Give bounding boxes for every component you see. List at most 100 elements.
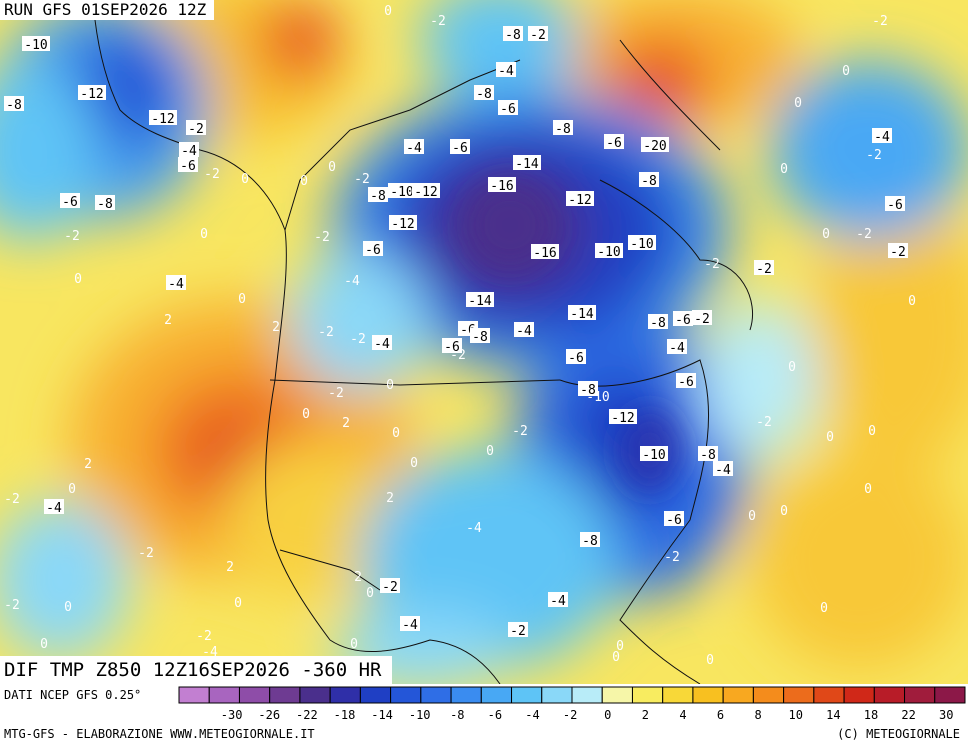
contour-label: -8 xyxy=(474,85,494,102)
contour-label-text: 0 xyxy=(826,430,834,445)
color-swatch xyxy=(480,686,513,704)
color-scale-tick-label: -4 xyxy=(525,708,539,722)
contour-label: -2 xyxy=(354,172,370,187)
contour-label-text: -4 xyxy=(374,337,390,352)
contour-label-box xyxy=(466,292,494,307)
contour-label-text: 0 xyxy=(386,378,394,393)
contour-label: 0 xyxy=(350,637,358,652)
color-scale-tick-label: 10 xyxy=(789,708,803,722)
contour-label-text: 0 xyxy=(706,653,714,668)
contour-label-box xyxy=(566,349,586,364)
contour-label: 0 xyxy=(234,596,242,611)
contour-label: 0 xyxy=(386,378,394,393)
color-scale-tick-label: -8 xyxy=(450,708,464,722)
contour-label: -8 xyxy=(648,314,668,331)
contour-label-text: 2 xyxy=(342,416,350,431)
contour-label: -4 xyxy=(44,499,64,516)
color-swatch xyxy=(873,686,906,704)
color-scale-tick-label: 6 xyxy=(717,708,724,722)
color-swatch xyxy=(329,686,361,704)
contour-label-text: -16 xyxy=(490,179,513,194)
contour-label-text: -2 xyxy=(530,28,546,43)
contour-label-text: 0 xyxy=(868,424,876,439)
contour-label-box xyxy=(178,157,198,172)
color-swatch xyxy=(722,686,754,704)
contour-label-box xyxy=(503,26,523,41)
contour-label: -6 xyxy=(676,373,696,390)
contour-label: -10 xyxy=(640,446,668,463)
contour-label-text: -6 xyxy=(365,243,381,258)
contour-label: 0 xyxy=(820,601,828,616)
contour-label: 0 xyxy=(826,430,834,445)
contour-label-text: 2 xyxy=(84,457,92,472)
contour-label: -6 xyxy=(604,134,624,151)
contour-label-text: 0 xyxy=(328,160,336,175)
contour-label-box xyxy=(388,183,416,198)
color-scale-tick-label: -30 xyxy=(221,708,243,722)
contour-label-text: -2 xyxy=(138,546,154,561)
contour-label-box xyxy=(667,339,687,354)
contour-label-text: 0 xyxy=(486,444,494,459)
contour-label-text: 0 xyxy=(40,637,48,652)
contour-label-text: 0 xyxy=(748,509,756,524)
contour-label: -4 xyxy=(514,322,534,339)
contour-label-box xyxy=(580,532,600,547)
contour-label-box xyxy=(609,409,637,424)
contour-label: -8 xyxy=(580,532,600,549)
contour-label-text: -4 xyxy=(715,463,731,478)
run-info-label: RUN GFS 01SEP2026 12Z xyxy=(0,0,215,20)
contour-label: -2 xyxy=(328,386,344,401)
contour-label-text: -8 xyxy=(650,316,666,331)
contour-label: -2 xyxy=(204,167,220,182)
contour-label: -8 xyxy=(4,96,24,113)
contour-label-box xyxy=(692,310,712,325)
contour-label-box xyxy=(95,195,115,210)
contour-label-text: -2 xyxy=(4,492,20,507)
contour-label-text: -2 xyxy=(704,257,720,272)
contour-label-text: 0 xyxy=(300,174,308,189)
contour-label-text: 0 xyxy=(780,162,788,177)
contour-label-text: -2 xyxy=(512,424,528,439)
contour-label-text: -4 xyxy=(516,324,532,339)
contour-label-box xyxy=(664,511,684,526)
contour-label: 2 xyxy=(386,491,394,506)
contour-label-box xyxy=(639,172,659,187)
contour-label: -2 xyxy=(856,227,872,242)
contour-label-text: -6 xyxy=(444,340,460,355)
contour-label-text: -12 xyxy=(414,185,437,200)
contour-label: -12 xyxy=(412,183,440,200)
contour-label: -16 xyxy=(488,177,516,194)
contour-label-text: 2 xyxy=(226,560,234,575)
color-swatch xyxy=(178,686,210,704)
contour-label-text: -6 xyxy=(606,136,622,151)
contour-label-box xyxy=(368,187,388,202)
contour-label: -12 xyxy=(78,85,106,102)
contour-label: -16 xyxy=(531,244,559,261)
contour-label: 0 xyxy=(40,637,48,652)
contour-label: -4 xyxy=(667,339,687,356)
contour-label: -6 xyxy=(498,100,518,117)
contour-label: -2 xyxy=(512,424,528,439)
contour-label: -10 xyxy=(388,183,416,200)
color-swatch xyxy=(359,686,392,704)
color-swatch xyxy=(450,686,482,704)
contour-label: -2 xyxy=(692,310,712,327)
contour-label-box xyxy=(754,260,774,275)
contour-label-box xyxy=(872,128,892,143)
contour-label-text: 0 xyxy=(794,96,802,111)
color-swatch xyxy=(541,686,573,704)
contour-label-box xyxy=(508,622,528,637)
contour-label-text: -6 xyxy=(666,513,682,528)
contour-label-box xyxy=(548,592,568,607)
contour-label: 0 xyxy=(392,426,400,441)
contour-label-text: 0 xyxy=(241,172,249,187)
contour-label: -2 xyxy=(888,243,908,260)
contour-label: -4 xyxy=(400,616,420,633)
contour-label-text: -4 xyxy=(874,130,890,145)
contour-label: -10 xyxy=(595,243,623,260)
color-swatch xyxy=(843,686,875,704)
contour-label-box xyxy=(641,137,669,152)
contour-label-text: -8 xyxy=(97,197,113,212)
contour-label-text: -4 xyxy=(669,341,685,356)
contour-label-text: -2 xyxy=(318,325,334,340)
